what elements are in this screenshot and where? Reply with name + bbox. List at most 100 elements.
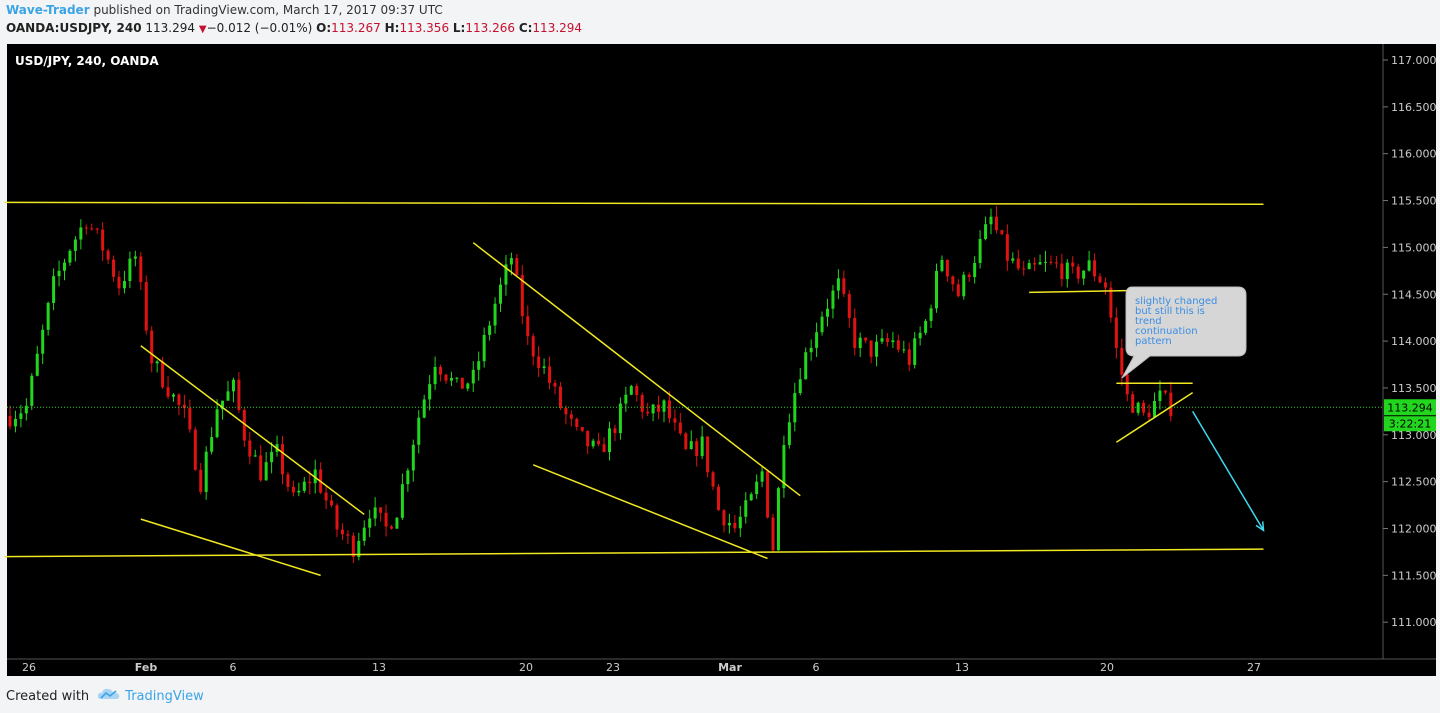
x-tick-label: 6 [230, 661, 237, 674]
x-tick-label: 27 [1247, 661, 1261, 674]
candle-up [411, 444, 415, 471]
candle-down [346, 534, 350, 536]
annotation-line-1: slightly changed [1135, 296, 1217, 307]
candle-down [1103, 282, 1107, 288]
candle-up [477, 361, 481, 370]
candle-down [1142, 402, 1146, 413]
candle-up [831, 290, 835, 309]
candle-down [771, 517, 775, 551]
candle-down [733, 522, 737, 529]
candle-up [1065, 262, 1069, 280]
candle-down [308, 481, 312, 484]
candle-down [242, 410, 246, 441]
candle-up [1136, 402, 1140, 413]
candle-down [1098, 276, 1102, 283]
candle-up [809, 347, 813, 353]
quote-line: OANDA:USDJPY, 240 113.294 ▼−0.012 (−0.01… [6, 21, 582, 35]
candle-up [471, 369, 475, 384]
candle-down [324, 492, 328, 501]
candle-up [804, 352, 808, 380]
candle-up [417, 417, 421, 445]
annotation-bubble[interactable]: slightly changed but still this is trend… [1121, 286, 1247, 379]
candle-down [597, 440, 601, 445]
candle-down [150, 330, 154, 364]
candle-up [618, 403, 622, 434]
candle-up [989, 216, 993, 225]
candle-down [286, 474, 290, 487]
candle-down [460, 377, 464, 389]
y-tick-label: 112.000 [1391, 523, 1437, 536]
x-tick-label: 26 [22, 661, 36, 674]
candle-up [913, 338, 917, 365]
candle-down [945, 259, 949, 277]
candle-up [608, 428, 611, 453]
footer: Created with TradingView [6, 687, 204, 705]
candle-up [297, 490, 301, 493]
candle-up [406, 470, 410, 485]
candle-up [744, 500, 748, 517]
candle-down [994, 216, 998, 231]
candle-down [1114, 317, 1118, 348]
candle-up [651, 404, 655, 414]
candle-up [313, 469, 317, 484]
candle-down [673, 418, 677, 423]
trendline [532, 464, 768, 560]
candle-down [1033, 263, 1037, 265]
candle-up [591, 440, 595, 447]
candle-up [1087, 260, 1091, 271]
candle-down [199, 469, 203, 492]
open-value: 113.267 [331, 21, 381, 35]
candle-down [95, 228, 99, 230]
low-label: L: [452, 21, 466, 35]
candle-up [428, 384, 432, 400]
candle-up [455, 377, 459, 379]
candle-down [956, 284, 960, 297]
x-tick-label: Mar [718, 661, 742, 674]
tradingview-link[interactable]: TradingView [125, 688, 204, 704]
candle-up [924, 320, 928, 333]
candle-up [918, 332, 922, 339]
annotation-line-5: pattern [1135, 336, 1172, 347]
y-tick-label: 114.500 [1391, 288, 1437, 301]
candle-up [122, 281, 126, 289]
candle-down [885, 338, 889, 343]
annotation-callout-shape [1121, 286, 1247, 379]
x-tick-label: 20 [519, 661, 533, 674]
price-axis[interactable] [1383, 44, 1436, 659]
candle-up [782, 445, 786, 489]
candle-down [177, 394, 181, 405]
symbol-label: OANDA:USDJPY, 240 [6, 21, 142, 35]
candle-down [1000, 230, 1004, 235]
candle-up [815, 332, 819, 348]
time-axis[interactable] [7, 659, 1436, 676]
candle-up [1044, 261, 1047, 263]
y-tick-label: 116.000 [1391, 148, 1437, 161]
candle-up [935, 270, 938, 309]
candle-down [1125, 374, 1129, 395]
down-arrow-head-icon [1255, 521, 1265, 532]
candle-up [253, 455, 257, 457]
candle-up [264, 462, 268, 481]
candle-up [504, 264, 508, 285]
y-tick-label: 117.000 [1391, 54, 1437, 67]
candle-up [973, 262, 977, 278]
down-arrow-line [1192, 410, 1265, 531]
candle-down [864, 337, 868, 341]
candle-down [379, 507, 383, 513]
candle-down [390, 526, 393, 529]
candle-up [689, 441, 693, 450]
candle-down [439, 367, 443, 375]
tradingview-cloud-icon[interactable] [97, 687, 121, 705]
candle-up [820, 316, 824, 333]
candle-up [542, 366, 546, 369]
candle-down [667, 400, 671, 419]
countdown-tag [1384, 416, 1436, 432]
candle-down [586, 430, 590, 447]
candle-down [558, 386, 562, 409]
candle-down [248, 440, 252, 457]
author-link[interactable]: Wave-Trader [6, 3, 90, 17]
candle-up [499, 284, 502, 304]
candle-up [929, 308, 933, 321]
down-triangle-icon: ▼ [198, 24, 207, 35]
